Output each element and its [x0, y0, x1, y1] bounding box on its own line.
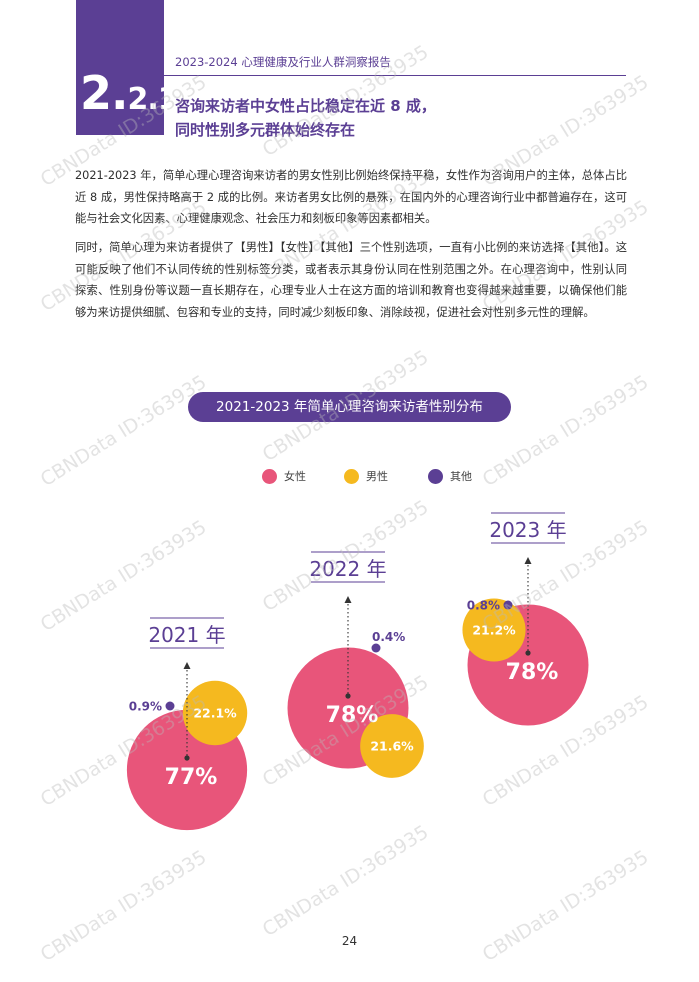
other-value-label-2: 0.8%: [467, 599, 500, 613]
other-bubble-1: [371, 643, 381, 653]
legend-label-other: 其他: [450, 470, 472, 483]
section-heading: 咨询来访者中女性占比稳定在近 8 成， 同时性别多元群体始终存在: [175, 94, 436, 142]
title-divider: [164, 75, 626, 76]
body-paragraph-2: 同时，简单心理为来访者提供了【男性】【女性】【其他】三个性别选项，一直有小比例的…: [75, 241, 627, 319]
connector-dot-1: [345, 693, 351, 699]
year-label-0: 2021 年: [148, 623, 225, 647]
year-label-1: 2022 年: [309, 557, 386, 581]
legend-label-female: 女性: [284, 470, 306, 483]
female-value-label-0: 77%: [165, 765, 218, 790]
page-number: 24: [341, 934, 358, 948]
male-bubble-0: [182, 680, 248, 746]
chart-title: 2021-2023 年简单心理咨询来访者性别分布: [188, 392, 511, 422]
connector-arrow-1: [344, 596, 352, 603]
connector-arrow-2: [524, 557, 532, 564]
report-title: 2023-2024 心理健康及行业人群洞察报告: [175, 55, 391, 69]
connector-arrow-0: [183, 662, 191, 669]
year-label-2: 2023 年: [489, 518, 566, 542]
male-bubble-1: [360, 714, 424, 778]
other-value-label-1: 0.4%: [372, 630, 405, 644]
female-value-label-1: 78%: [326, 703, 379, 728]
section-number: 2.2.1: [80, 66, 179, 120]
connector-dot-2: [525, 650, 531, 656]
male-bubble-2: [462, 598, 526, 662]
body-paragraph-1: 2021-2023 年，简单心理心理咨询来访者的男女性别比例始终保持平稳，女性作…: [75, 169, 627, 225]
female-value-label-2: 78%: [506, 660, 559, 685]
male-value-label-0: 22.1%: [193, 706, 237, 721]
other-value-label-0: 0.9%: [129, 700, 162, 714]
legend-label-male: 男性: [366, 470, 388, 483]
section-heading-line-1: 咨询来访者中女性占比稳定在近 8 成，: [175, 97, 436, 115]
section-number-block: [76, 0, 164, 135]
legend-swatch-other: [428, 469, 443, 484]
other-bubble-0: [165, 701, 175, 711]
legend-swatch-female: [262, 469, 277, 484]
male-value-label-2: 21.2%: [472, 623, 516, 638]
other-bubble-2: [503, 600, 513, 610]
section-number-minor: 2.1: [127, 82, 178, 117]
legend-swatch-male: [344, 469, 359, 484]
section-number-major: 2.: [80, 66, 128, 120]
connector-dot-0: [184, 755, 190, 761]
section-heading-line-2: 同时性别多元群体始终存在: [175, 121, 356, 139]
male-value-label-1: 21.6%: [370, 739, 414, 754]
